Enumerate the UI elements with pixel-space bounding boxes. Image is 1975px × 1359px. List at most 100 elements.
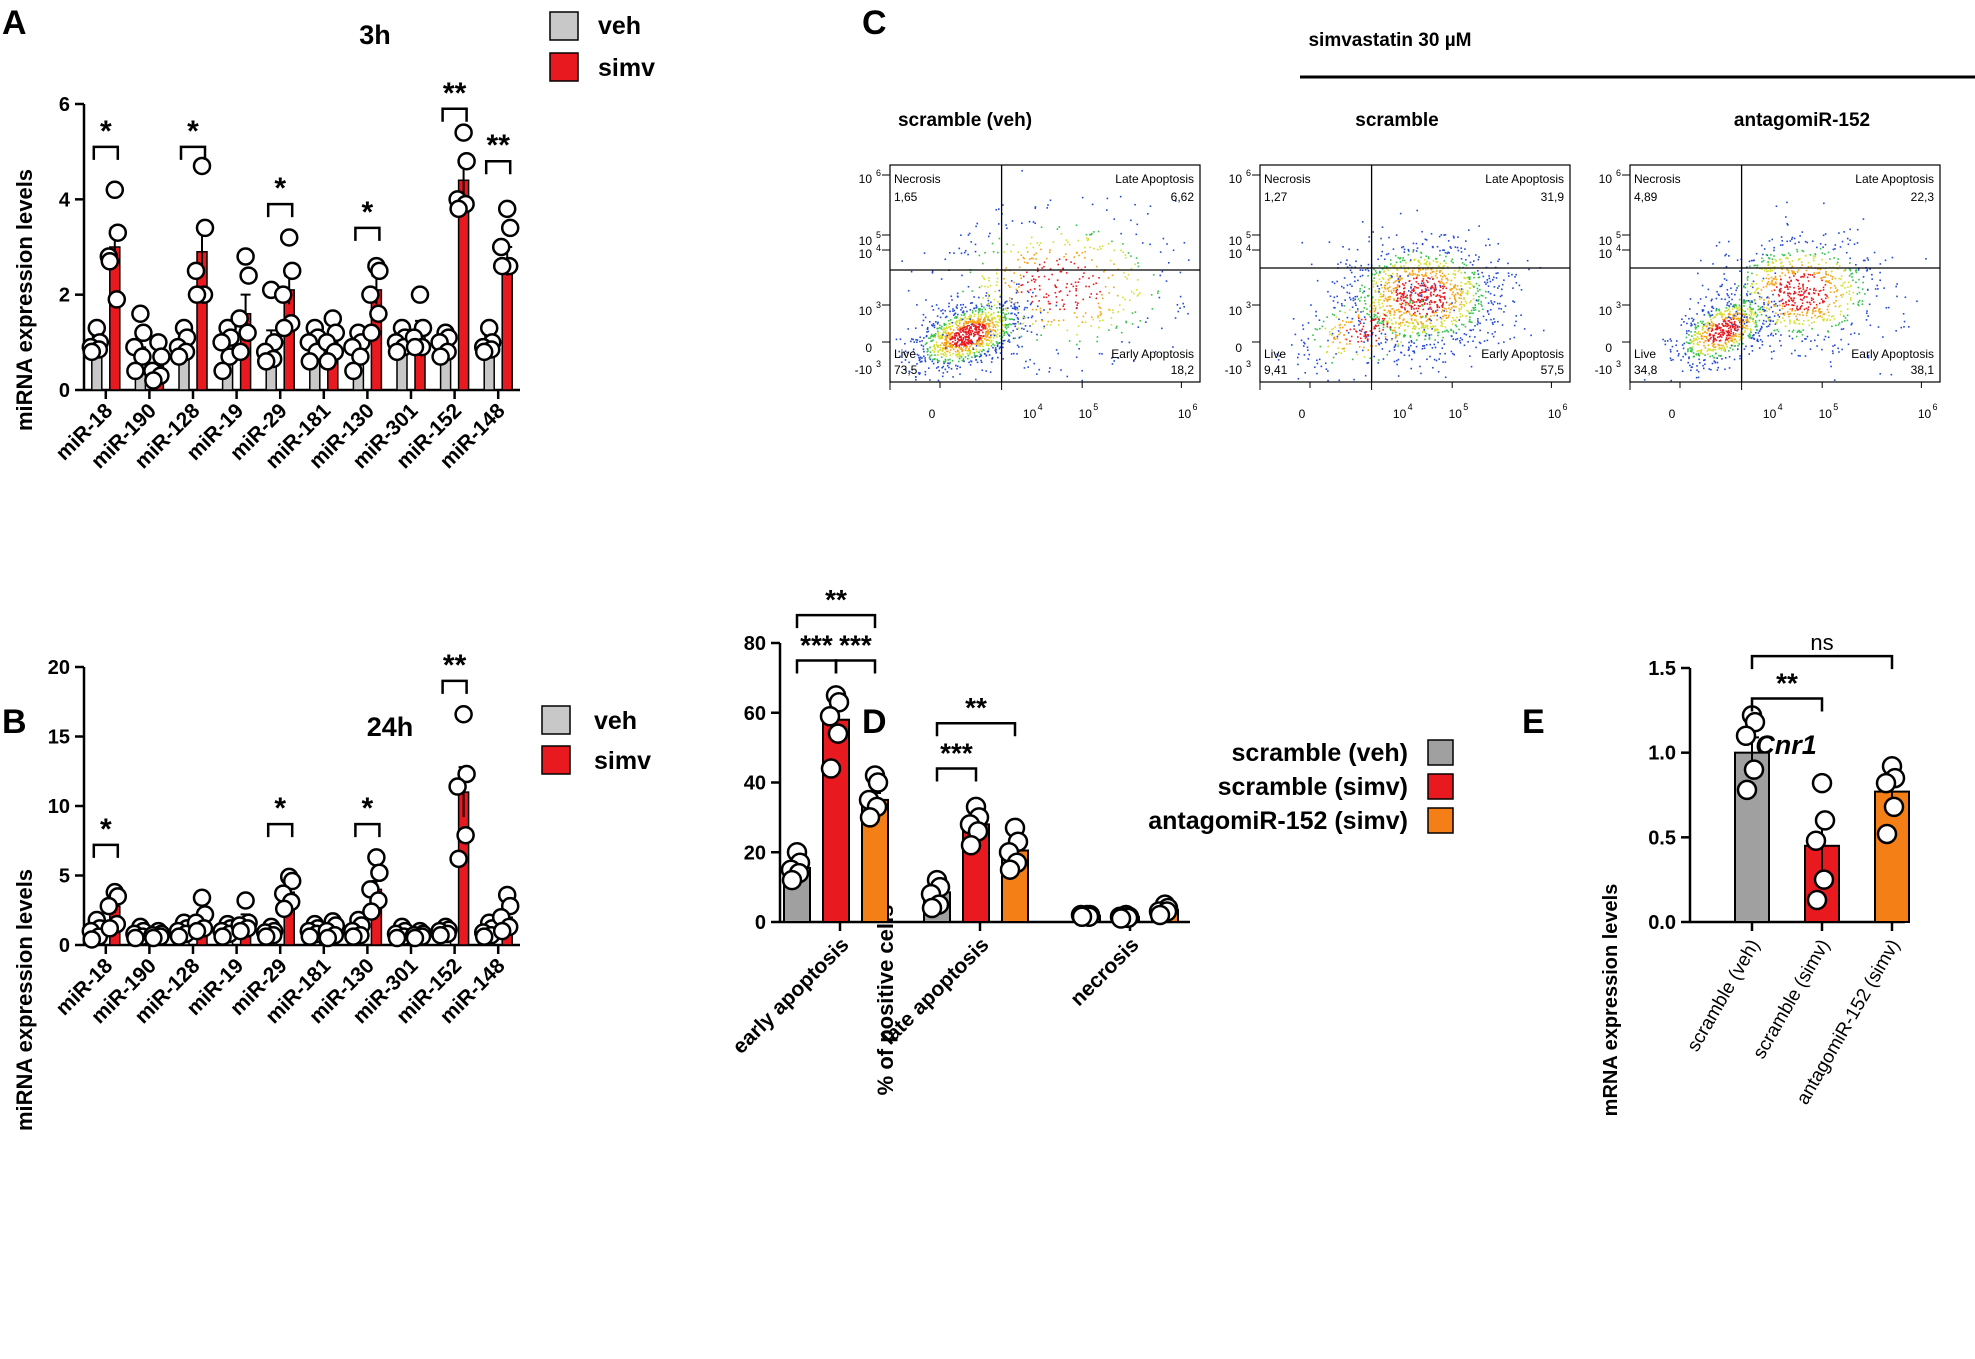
flow-event — [1896, 295, 1898, 298]
flow-event — [1131, 312, 1134, 314]
flow-event — [1333, 306, 1335, 309]
flow-event — [1403, 318, 1405, 321]
flow-event — [1725, 337, 1728, 339]
flow-event — [1371, 296, 1374, 299]
flow-event — [1432, 278, 1434, 280]
flow-event — [1381, 250, 1384, 253]
flow-event — [946, 327, 948, 330]
flow-event — [1857, 269, 1860, 271]
flow-event — [996, 321, 999, 323]
flow-event — [1703, 335, 1706, 338]
flow-event — [982, 297, 984, 299]
flow-event — [1412, 313, 1415, 315]
flow-event — [932, 358, 934, 361]
flow-event — [1717, 312, 1719, 315]
flow-event — [1356, 248, 1359, 251]
chart-b-mir-152-simv-point-2 — [448, 777, 467, 796]
flow-event — [1003, 251, 1006, 253]
flow-event — [1415, 301, 1418, 303]
flow-event — [1300, 339, 1303, 342]
flow-event — [1786, 286, 1788, 289]
flow-event — [1424, 334, 1427, 337]
flow-event — [1766, 296, 1768, 299]
flow-event — [1714, 348, 1717, 351]
flow-event — [1774, 258, 1777, 261]
flow-event — [1727, 316, 1730, 319]
flow-event — [1124, 298, 1126, 301]
flow-event — [1433, 301, 1436, 303]
flow-event — [960, 319, 963, 322]
flow-event — [1074, 281, 1077, 284]
flow-event — [1383, 309, 1386, 312]
flow-event — [968, 350, 971, 353]
flow-event — [1728, 315, 1730, 318]
flow-event — [1404, 287, 1406, 289]
flow-event — [1494, 331, 1496, 333]
flow-event — [1393, 360, 1396, 363]
flow-event — [967, 341, 970, 344]
flow-plot-1-ytick-2: 10 — [859, 247, 873, 261]
flow-event — [978, 334, 981, 337]
flow-event — [1518, 284, 1521, 287]
flow-event — [1136, 223, 1139, 226]
flow-event — [952, 376, 954, 378]
flow-event — [1076, 316, 1078, 319]
flow-event — [1008, 335, 1011, 337]
flow-event — [1725, 330, 1728, 333]
flow-event — [1845, 251, 1848, 254]
flow-event — [1763, 308, 1765, 311]
flow-event — [1782, 265, 1784, 267]
flow-event — [1378, 291, 1380, 293]
flow-event — [1702, 320, 1704, 323]
flow-event — [1424, 285, 1426, 287]
flow-event — [1727, 340, 1730, 343]
flow-event — [1754, 312, 1757, 314]
flow-event — [1464, 300, 1467, 303]
flow-event — [979, 336, 982, 339]
flow-event — [1799, 235, 1801, 237]
flow-event — [1871, 273, 1873, 276]
flow-event — [1410, 273, 1412, 276]
flow-event — [1727, 294, 1729, 297]
flow-plot-2-label-necrosis: Necrosis — [1264, 172, 1311, 186]
flow-event — [1498, 307, 1500, 310]
flow-event — [1733, 345, 1736, 347]
flow-event — [1392, 287, 1395, 290]
flow-event — [1453, 236, 1455, 239]
flow-event — [1020, 254, 1023, 257]
flow-event — [1832, 315, 1835, 317]
flow-event — [1707, 311, 1710, 314]
flow-event — [985, 316, 988, 318]
flow-event — [947, 340, 949, 343]
flow-event — [1807, 308, 1809, 311]
flow-event — [1401, 344, 1404, 347]
flow-event — [980, 314, 982, 316]
flow-event — [1736, 287, 1738, 289]
flow-event — [1821, 279, 1823, 282]
flow-event — [1883, 287, 1885, 289]
flow-event — [1451, 307, 1453, 309]
flow-event — [912, 350, 915, 353]
flow-event — [1726, 309, 1729, 312]
flow-event — [1294, 333, 1297, 336]
flow-event — [1733, 307, 1736, 309]
flow-event — [1403, 251, 1406, 253]
flow-event — [1002, 309, 1004, 312]
flow-event — [922, 348, 925, 350]
flow-event — [1733, 306, 1736, 308]
flow-event — [1445, 308, 1447, 310]
flow-event — [1712, 324, 1715, 327]
flow-event — [1343, 334, 1346, 336]
flow-event — [1431, 286, 1434, 289]
flow-event — [939, 334, 941, 337]
flow-event — [1434, 257, 1437, 260]
flow-event — [976, 361, 979, 364]
flow-event — [1721, 347, 1724, 349]
flow-event — [1865, 319, 1868, 321]
flow-event — [1374, 309, 1377, 312]
flow-event — [1497, 260, 1499, 263]
flow-event — [1746, 319, 1749, 321]
flow-event — [1721, 323, 1723, 325]
flow-event — [918, 356, 920, 359]
flow-event — [1023, 257, 1026, 260]
